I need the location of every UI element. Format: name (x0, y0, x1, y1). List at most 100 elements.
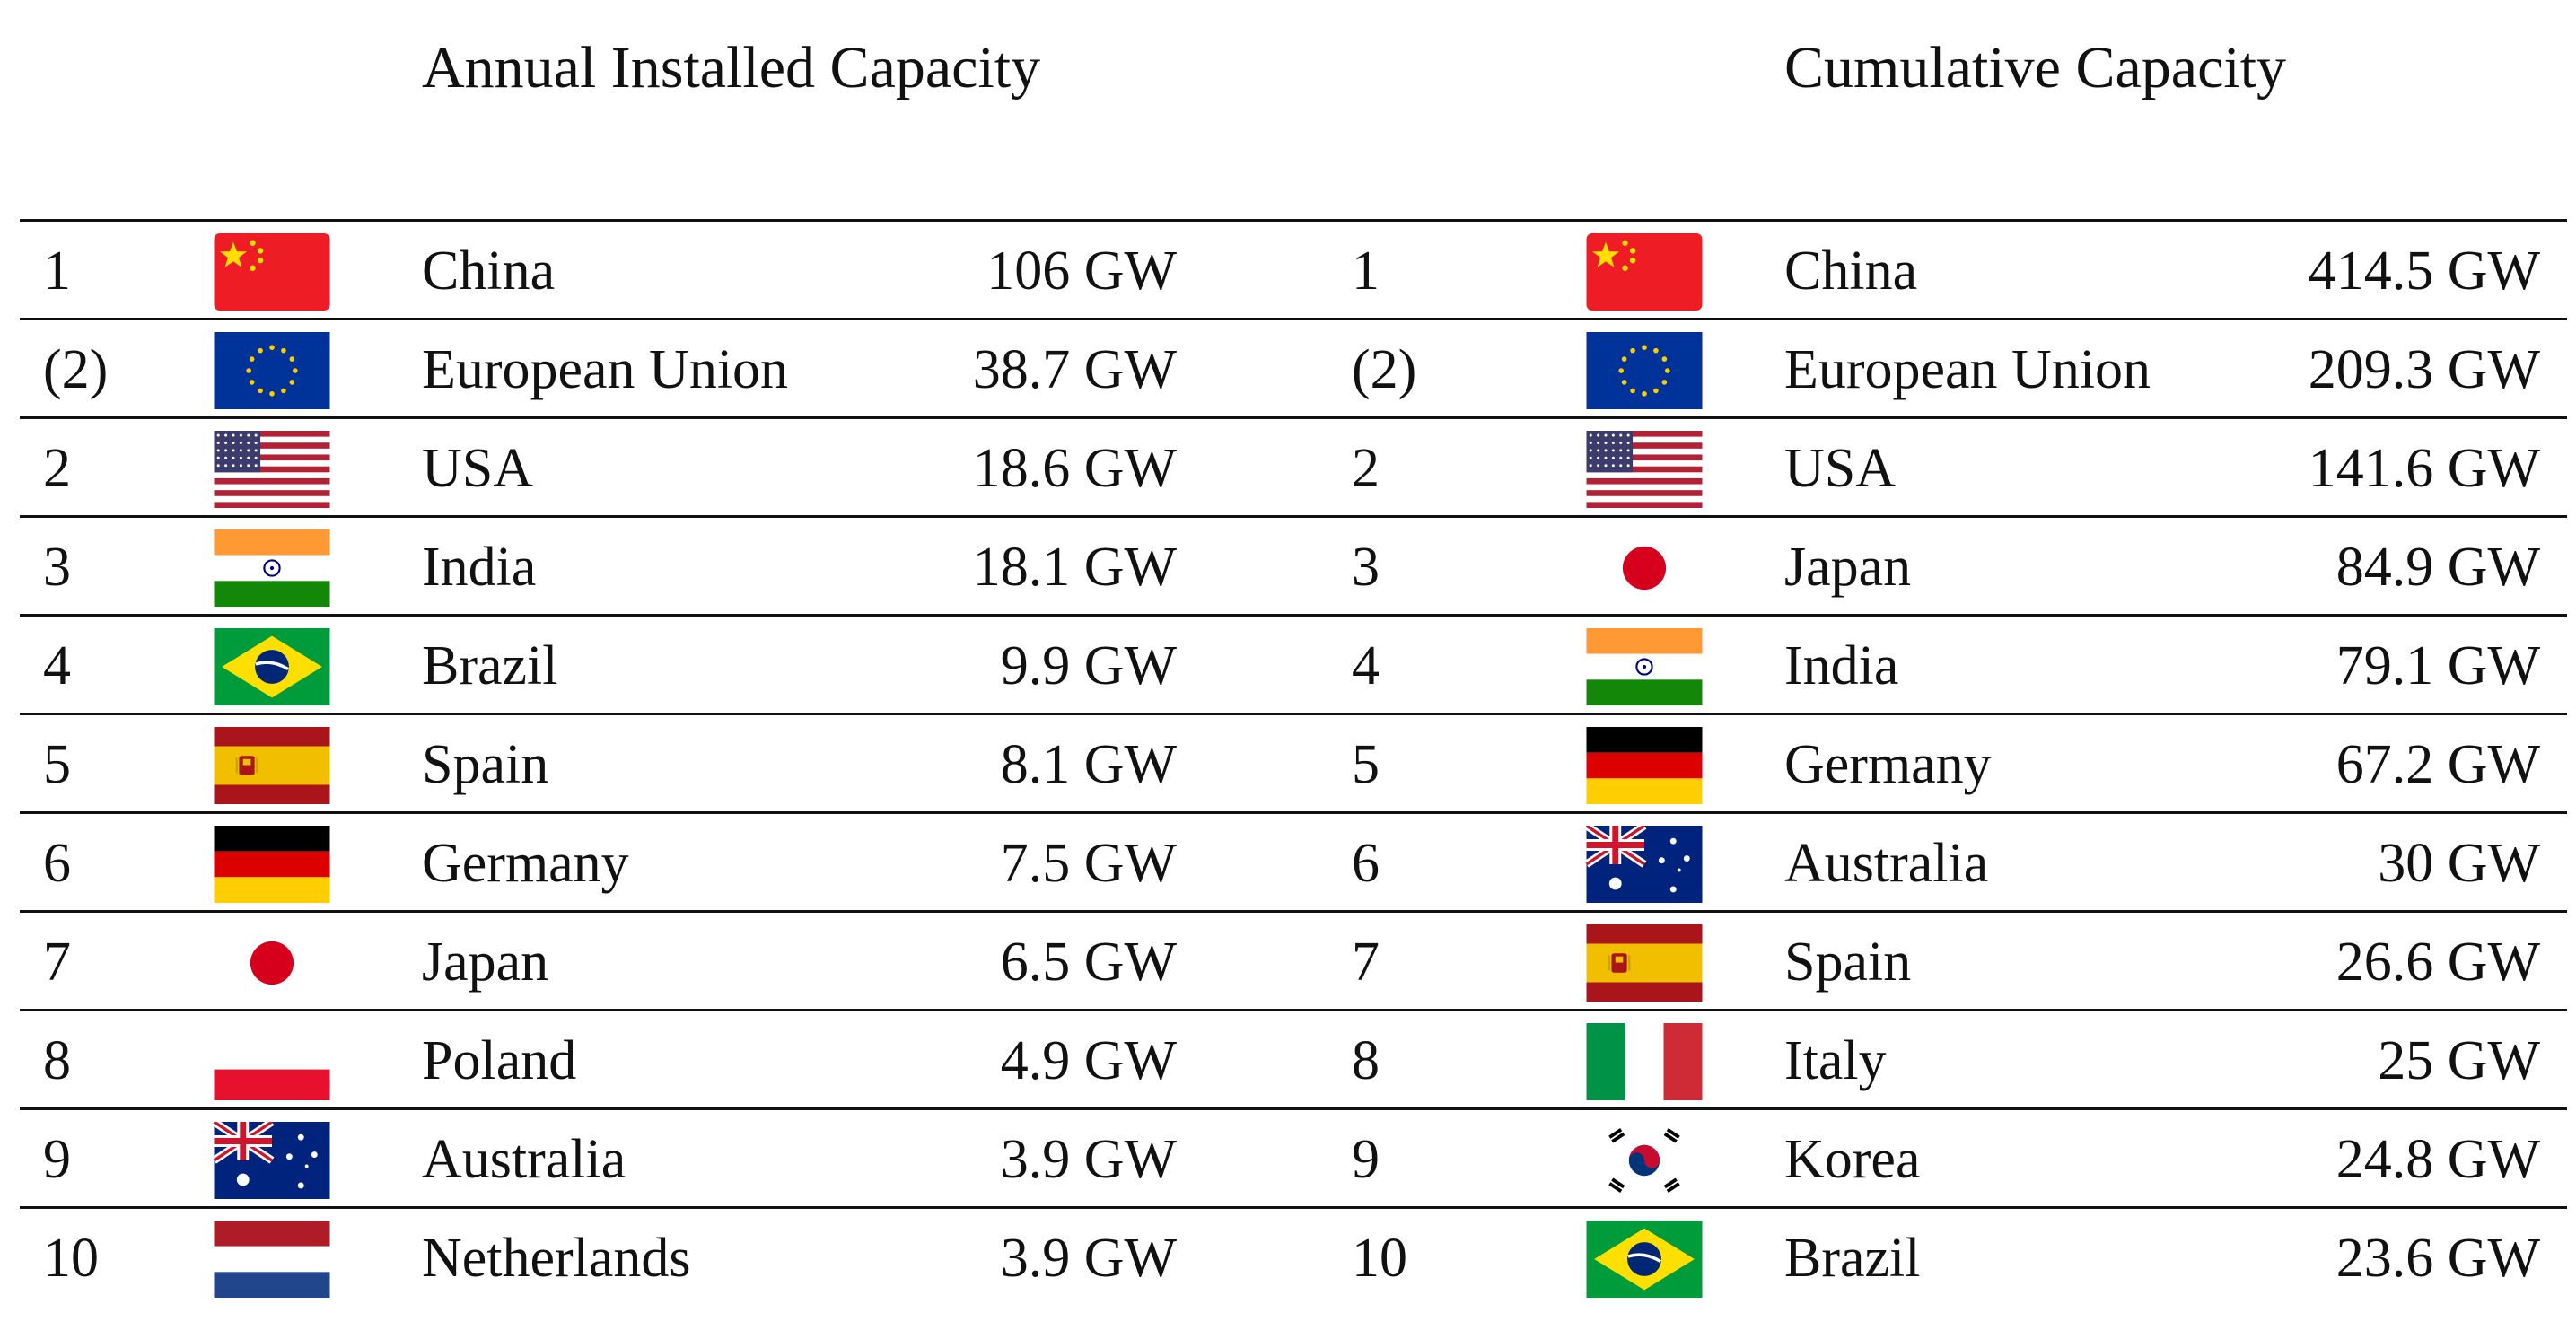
cumulative-value: 24.8 GW (2335, 1129, 2540, 1190)
table-row: 9 Australia 3.9 GW 9 Korea 24.8 GW (20, 1107, 2567, 1206)
annual-country: Brazil (422, 635, 558, 696)
annual-rank: 4 (43, 635, 71, 696)
annual-value: 7.5 GW (1000, 833, 1177, 894)
spain-flag-icon (211, 727, 333, 804)
cumulative-value: 23.6 GW (2335, 1228, 2540, 1289)
annual-value: 3.9 GW (1000, 1129, 1177, 1190)
cumulative-rank: 2 (1352, 438, 1380, 499)
table-row: 8 Poland 4.9 GW 8 Italy 25 GW (20, 1009, 2567, 1107)
table-row: (2) European Union 38.7 GW (2) European Unio… (20, 318, 2567, 416)
cumulative-country: India (1784, 635, 1899, 696)
annual-country: Germany (422, 833, 629, 894)
cumulative-value: 25 GW (2378, 1030, 2540, 1091)
annual-rank: 1 (43, 241, 71, 302)
table-row: 7 Japan 6.5 GW 7 Spain 26.6 GW (20, 910, 2567, 1009)
korea-flag-icon (1583, 1122, 1705, 1199)
annual-rank: (2) (43, 339, 109, 400)
netherlands-flag-icon (211, 1221, 333, 1298)
cumulative-value: 414.5 GW (2308, 241, 2540, 302)
table-row: 4 Brazil 9.9 GW 4 India 79.1 GW (20, 614, 2567, 713)
poland-flag-icon (211, 1023, 333, 1100)
eu-flag-icon (211, 332, 333, 409)
annual-rank: 8 (43, 1030, 71, 1091)
table-row: 6 Germany 7.5 GW 6 Australia 30 GW (20, 811, 2567, 910)
annual-value: 38.7 GW (972, 339, 1177, 400)
cumulative-country: Korea (1784, 1129, 1921, 1190)
annual-rank: 3 (43, 537, 71, 598)
cumulative-rank: 8 (1352, 1030, 1380, 1091)
cumulative-rank: 6 (1352, 833, 1380, 894)
annual-rank: 2 (43, 438, 71, 499)
cumulative-country: Germany (1784, 734, 1992, 795)
china-flag-icon (211, 233, 333, 311)
italy-flag-icon (1583, 1023, 1705, 1100)
cumulative-rank: 4 (1352, 635, 1380, 696)
cumulative-country: Italy (1784, 1030, 1887, 1091)
india-flag-icon (211, 529, 333, 607)
cumulative-country: Spain (1784, 932, 1912, 993)
table-row: 10 Netherlands 3.9 GW 10 Brazil 23.6 GW (20, 1206, 2567, 1305)
annual-value: 9.9 GW (1000, 635, 1177, 696)
table-row: 1 China 106 GW 1 China 414.5 GW (20, 219, 2567, 318)
usa-flag-icon (211, 431, 333, 508)
cumulative-country: USA (1784, 438, 1897, 499)
cumulative-rank: 3 (1352, 537, 1380, 598)
cumulative-value: 209.3 GW (2308, 339, 2540, 400)
germany-flag-icon (1583, 727, 1705, 804)
annual-country: Japan (422, 932, 549, 993)
cumulative-country: Australia (1784, 833, 1989, 894)
cumulative-value: 79.1 GW (2335, 635, 2540, 696)
annual-value: 18.6 GW (972, 438, 1177, 499)
cumulative-country: European Union (1784, 339, 2151, 400)
annual-rank: 10 (43, 1228, 99, 1289)
cumulative-value: 30 GW (2378, 833, 2540, 894)
eu-flag-icon (1583, 332, 1705, 409)
annual-country: USA (422, 438, 534, 499)
brazil-flag-icon (1583, 1221, 1705, 1298)
cumulative-country: Japan (1784, 537, 1912, 598)
cumulative-rank: 10 (1352, 1228, 1407, 1289)
annual-value: 6.5 GW (1000, 932, 1177, 993)
annual-value: 18.1 GW (972, 537, 1177, 598)
table-row: 5 Spain 8.1 GW 5 Germany 67.2 GW (20, 713, 2567, 811)
annual-rank: 9 (43, 1129, 71, 1190)
annual-country: Australia (422, 1129, 626, 1190)
table-row: 3 India 18.1 GW 3 Japan 84.9 GW (20, 515, 2567, 614)
cumulative-value: 67.2 GW (2335, 734, 2540, 795)
cumulative-rank: (2) (1352, 339, 1417, 400)
annual-capacity-heading: Annual Installed Capacity (422, 35, 1041, 101)
cumulative-rank: 7 (1352, 932, 1380, 993)
germany-flag-icon (211, 826, 333, 903)
annual-country: European Union (422, 339, 789, 400)
spain-flag-icon (1583, 924, 1705, 1002)
china-flag-icon (1583, 233, 1705, 311)
capacity-ranking-table: 1 China 106 GW 1 China 414.5 GW (2) European Un… (20, 219, 2567, 1305)
japan-flag-icon (1583, 529, 1705, 607)
annual-value: 8.1 GW (1000, 734, 1177, 795)
india-flag-icon (1583, 628, 1705, 705)
annual-country: Netherlands (422, 1228, 691, 1289)
annual-country: Poland (422, 1030, 577, 1091)
cumulative-value: 84.9 GW (2335, 537, 2540, 598)
cumulative-rank: 9 (1352, 1129, 1380, 1190)
japan-flag-icon (211, 924, 333, 1002)
cumulative-country: China (1784, 241, 1918, 302)
table-row: 2 USA 18.6 GW 2 USA 141.6 GW (20, 416, 2567, 515)
annual-rank: 6 (43, 833, 71, 894)
annual-value: 3.9 GW (1000, 1228, 1177, 1289)
brazil-flag-icon (211, 628, 333, 705)
usa-flag-icon (1583, 431, 1705, 508)
cumulative-value: 141.6 GW (2308, 438, 2540, 499)
annual-value: 4.9 GW (1000, 1030, 1177, 1091)
annual-country: India (422, 537, 537, 598)
cumulative-value: 26.6 GW (2335, 932, 2540, 993)
cumulative-country: Brazil (1784, 1228, 1921, 1289)
annual-value: 106 GW (986, 241, 1177, 302)
annual-country: China (422, 241, 556, 302)
annual-country: Spain (422, 734, 549, 795)
cumulative-rank: 1 (1352, 241, 1380, 302)
australia-flag-icon (1583, 826, 1705, 903)
cumulative-rank: 5 (1352, 734, 1380, 795)
cumulative-capacity-heading: Cumulative Capacity (1784, 35, 2287, 101)
annual-rank: 7 (43, 932, 71, 993)
